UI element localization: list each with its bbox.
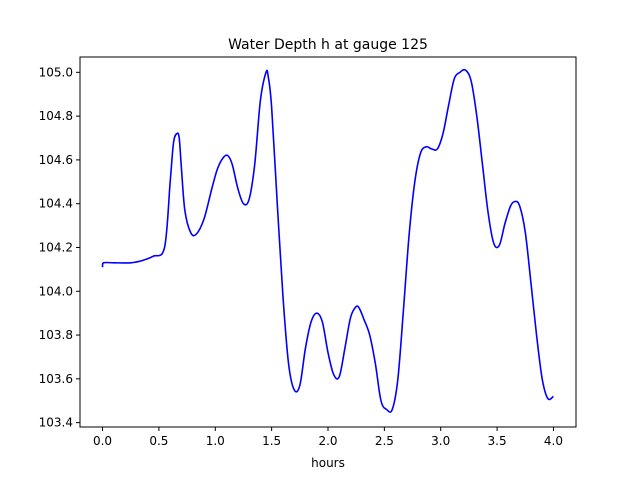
ticks-layer: 0.0 0.5 1.0 1.5 2.0 2.5 3.0 3.5 4.0 103.4 103.6 103… [39,65,563,448]
chart-title: Water Depth h at gauge 125 [228,37,428,53]
y-tick-label: 104.2 [39,240,73,254]
y-tick-label: 105.0 [39,65,73,79]
y-tick-label: 104.0 [39,284,73,298]
x-tick-label: 3.0 [431,434,450,448]
x-tick-label: 1.5 [262,434,281,448]
x-tick-label: 4.0 [544,434,563,448]
x-tick-label: 1.0 [206,434,225,448]
x-axis-label: hours [311,456,345,470]
water-depth-series-line [101,68,554,413]
y-tick-label: 104.8 [39,109,73,123]
x-tick-label: 0.5 [149,434,168,448]
y-tick-label: 103.4 [39,416,73,430]
plot-area [80,57,576,427]
series-layer [101,68,554,413]
x-tick-label: 2.5 [375,434,394,448]
x-tick-label: 3.5 [488,434,507,448]
y-tick-label: 104.6 [39,153,73,167]
y-tick-label: 103.6 [39,372,73,386]
y-tick-label: 104.4 [39,197,73,211]
y-tick-label: 103.8 [39,328,73,342]
x-tick-label: 2.0 [318,434,337,448]
x-tick-label: 0.0 [93,434,112,448]
plot-frame [79,56,577,428]
